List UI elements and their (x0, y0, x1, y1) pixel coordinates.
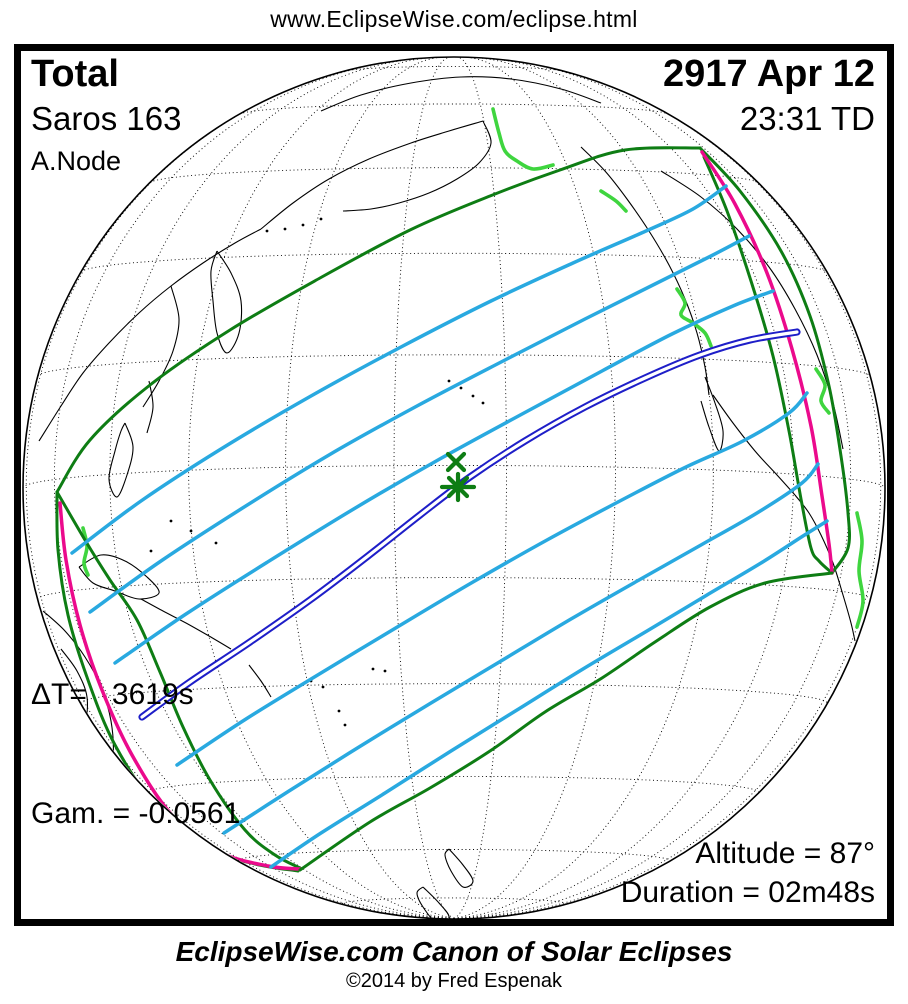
magnitude-line-south-2 (222, 462, 820, 835)
eclipse-curves (55, 146, 852, 873)
eclipse-date: 2917 Apr 12 (663, 53, 875, 95)
altitude-duration-block: Altitude = 87° Duration = 02m48s (621, 834, 875, 913)
east-penumbral-limit-outer (698, 146, 852, 575)
coast-highlights (81, 107, 865, 629)
saros-label: Saros 163 (31, 99, 182, 137)
eclipse-time: 23:31 TD (739, 99, 875, 137)
eclipse-type-block: Total Saros 163 A.Node (31, 53, 182, 177)
magnitude-line-north-3 (113, 289, 775, 665)
globe-map (22, 56, 886, 919)
footer-copyright: ©2014 by Fred Espenak (346, 970, 562, 992)
node-label: A.Node (31, 145, 122, 176)
globe-rim (22, 56, 886, 919)
delta-t-gamma-block: ΔT= 3619s Gam. = -0.0561 (31, 596, 240, 913)
sunset-line-east (700, 150, 834, 575)
x-marker (445, 451, 467, 473)
delta-t-value: ΔT= 3619s (31, 678, 194, 712)
east-penumbral-limit-inner (702, 155, 834, 575)
northern-penumbral-limit (55, 146, 702, 494)
magnitude-line-north-1 (70, 184, 728, 555)
asterisk-center (453, 482, 463, 492)
url-header: www.EclipseWise.com/eclipse.html (270, 6, 638, 32)
magnitude-line-north-2 (88, 234, 751, 614)
eclipse-date-block: 2917 Apr 12 23:31 TD (663, 53, 875, 138)
magnitude-line-south-1 (175, 391, 809, 767)
central-path-core (140, 330, 799, 719)
gamma-value: Gam. = -0.0561 (31, 797, 241, 831)
footer-title: EclipseWise.com Canon of Solar Eclipses (175, 936, 733, 967)
southern-penumbral-limit (298, 571, 834, 872)
eclipse-type-label: Total (31, 53, 119, 95)
sunrise-line-west (58, 501, 302, 871)
altitude-value: Altitude = 87° (695, 836, 875, 870)
magnitude-line-south-3 (269, 519, 829, 869)
duration-value: Duration = 02m48s (620, 876, 875, 910)
greatest-eclipse-markers (439, 451, 477, 503)
eclipse-map-panel: Total Saros 163 A.Node 2917 Apr 12 23:31… (14, 44, 894, 926)
